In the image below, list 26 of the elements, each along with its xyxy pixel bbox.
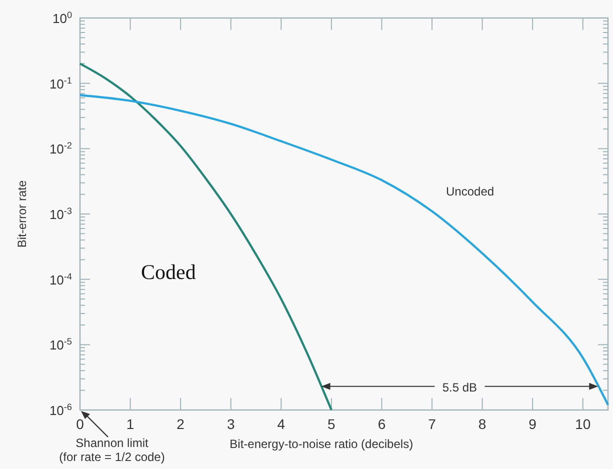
x-tick-label: 8	[478, 416, 486, 432]
line-series	[78, 94, 610, 406]
y-tick-label: 10$^{-2}$	[49, 140, 72, 157]
y-tick-label: 10$^{-4}$	[49, 271, 72, 288]
text: Shannon limit (for rate = 1/2 code)	[59, 436, 165, 464]
y-tick-label: 10$^{-5}$	[49, 336, 72, 353]
x-tick-label: 10	[575, 416, 591, 432]
annotation: 5.5 dB	[442, 380, 478, 394]
x-tick-label: 2	[176, 416, 185, 432]
x-tick-label: 1	[126, 416, 134, 432]
y-tick-label: 10$^{-6}$	[49, 402, 72, 418]
x-tick-label: 5	[328, 416, 336, 432]
x-tick-label: 0	[76, 416, 84, 432]
line-series	[78, 62, 333, 412]
x-tick-label: 6	[378, 416, 386, 432]
text: Coded	[141, 260, 196, 284]
y-axis-title: Bit-error rate	[15, 180, 29, 248]
x-tick-label: 4	[277, 416, 286, 432]
x-axis-title: Bit-energy-to-noise ratio (decibels)	[230, 437, 414, 451]
x-tick-label: 3	[226, 416, 235, 432]
x-tick-label: 9	[528, 416, 537, 432]
y-tick-label: 10$^{-1}$	[49, 75, 72, 92]
series-label: Uncoded	[446, 184, 494, 198]
x-tick-label: 7	[428, 416, 436, 432]
y-tick-label: 10$^{0}$	[52, 10, 72, 26]
y-tick-label: 10$^{-3}$	[49, 206, 72, 222]
